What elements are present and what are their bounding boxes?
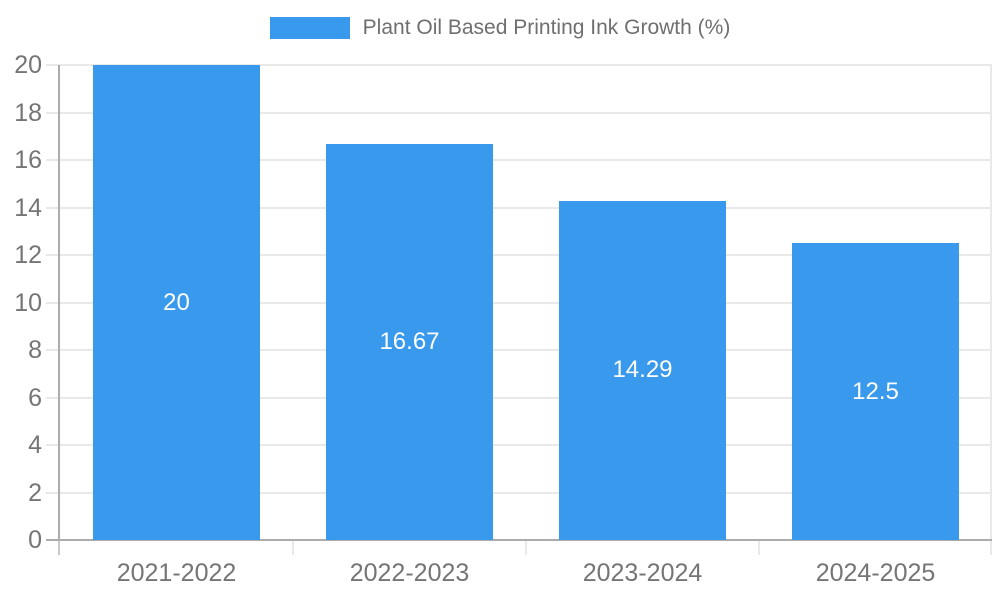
gridline: [46, 349, 992, 351]
bar-value-label: 20: [163, 288, 190, 316]
gridline: [46, 254, 992, 256]
bar-value-label: 14.29: [612, 356, 673, 384]
x-tick-label: 2022-2023: [349, 559, 470, 587]
x-tick-label: 2021-2022: [116, 559, 237, 587]
x-boundary-tick: [525, 540, 527, 555]
y-tick-label: 2: [28, 478, 42, 507]
gridline: [46, 491, 992, 494]
x-boundary-tick: [758, 540, 760, 555]
chart-legend[interactable]: Plant Oil Based Printing Ink Growth (%): [0, 16, 1000, 40]
gridline: [46, 111, 992, 114]
gridline: [46, 444, 992, 446]
x-tick-label: 2024-2025: [815, 559, 936, 587]
bar-2024-2025[interactable]: [791, 243, 960, 540]
gridline: [46, 159, 992, 161]
y-tick-label: 14: [14, 193, 42, 222]
y-tick-label: 8: [28, 336, 42, 364]
gridline: [46, 206, 992, 209]
plot-right-border: [990, 65, 992, 555]
legend-label: Plant Oil Based Printing Ink Growth (%): [362, 16, 731, 39]
bar-value-label: 16.67: [379, 328, 440, 356]
gridline: [46, 64, 992, 66]
x-tick-label: 2023-2024: [582, 559, 703, 587]
gridline: [46, 396, 992, 399]
y-tick-label: 20: [14, 51, 42, 79]
y-tick-label: 12: [14, 241, 42, 269]
legend-swatch: [269, 17, 350, 39]
y-tick-label: 0: [28, 526, 42, 554]
y-tick-label: 10: [14, 288, 42, 317]
y-axis-below-tick: [58, 540, 60, 555]
y-tick-label: 18: [14, 98, 42, 127]
x-boundary-tick: [292, 540, 294, 555]
y-tick-label: 6: [28, 383, 42, 412]
x-axis-line: [46, 539, 992, 541]
y-tick-label: 4: [28, 431, 42, 459]
y-tick-label: 16: [14, 146, 42, 174]
gridline: [46, 301, 992, 304]
bar-2023-2024[interactable]: [558, 200, 727, 540]
y-axis-line: [58, 65, 60, 540]
bar-2021-2022[interactable]: [92, 65, 261, 540]
bar-value-label: 12.5: [852, 377, 899, 405]
bar-2022-2023[interactable]: [325, 144, 494, 540]
